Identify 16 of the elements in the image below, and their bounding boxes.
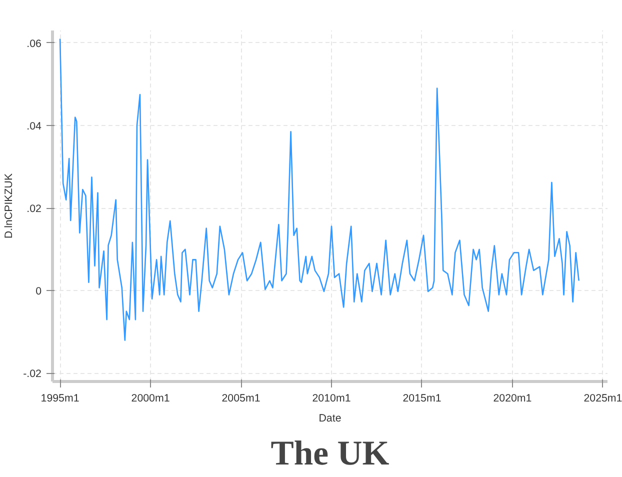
x-tick-label: 2000m1 <box>131 392 170 404</box>
text: The UK <box>270 434 390 472</box>
line-series <box>59 38 580 341</box>
x-tick-label: 1995m1 <box>40 392 80 404</box>
y-axis-title: D.lnCPIKZUK <box>3 173 16 239</box>
x-tick-label: 2020m1 <box>493 392 532 404</box>
y-tick-label: .02 <box>26 203 42 216</box>
x-axis-title: Date <box>318 412 342 424</box>
y-tick-label: .06 <box>26 38 42 50</box>
x-tick-label: 2005m1 <box>222 392 260 404</box>
y-tick-label: 0 <box>36 286 42 298</box>
y-tick-label: -.02 <box>23 368 42 380</box>
x-tick-label: 2015m1 <box>402 392 442 404</box>
x-tick-label: 2010m1 <box>312 392 351 404</box>
x-tick-label: 2025m1 <box>584 392 622 404</box>
y-tick-label: .04 <box>26 120 42 132</box>
